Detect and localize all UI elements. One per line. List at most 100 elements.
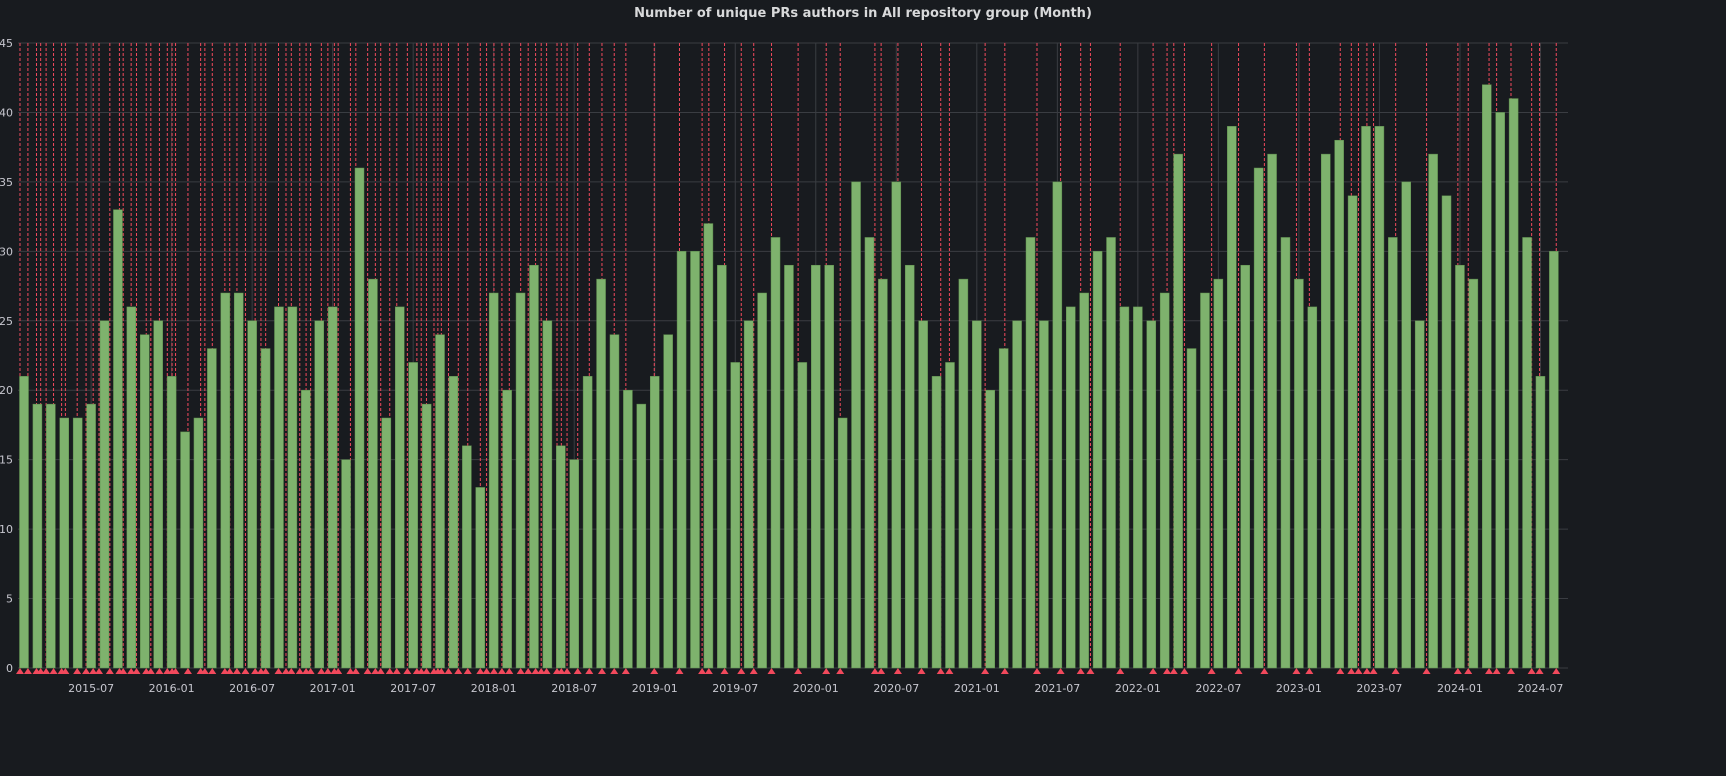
annotation-marker — [1116, 668, 1125, 674]
bar — [1347, 195, 1358, 669]
bar — [757, 292, 767, 669]
annotation-marker — [1032, 668, 1041, 674]
annotation-marker — [417, 668, 426, 674]
bar — [381, 417, 392, 669]
annotation-marker — [737, 668, 746, 674]
annotation-marker — [208, 668, 217, 674]
y-tick-label: 45 — [0, 37, 13, 50]
bar — [958, 278, 969, 669]
bar — [180, 431, 190, 669]
bar — [247, 320, 257, 669]
x-tick-label: 2017-07 — [390, 682, 436, 695]
annotation-marker — [1527, 668, 1536, 674]
bar — [1186, 348, 1197, 669]
bar — [301, 389, 311, 669]
annotation-marker — [363, 668, 372, 674]
annotation-marker — [241, 668, 250, 674]
bar — [515, 292, 526, 669]
bar — [368, 278, 378, 669]
annotation-marker — [505, 668, 514, 674]
bar — [717, 264, 727, 669]
x-tick-label: 2022-01 — [1115, 682, 1161, 695]
bar — [233, 292, 244, 669]
bar — [649, 376, 660, 669]
bar — [395, 306, 405, 669]
bar — [1012, 320, 1022, 669]
annotation-marker — [155, 668, 164, 674]
bar — [1441, 195, 1452, 669]
annotation-marker — [1207, 668, 1216, 674]
bar — [1133, 306, 1143, 669]
annotation-marker — [945, 668, 954, 674]
bar — [1414, 320, 1425, 669]
bar — [86, 403, 96, 669]
bar — [1146, 320, 1157, 669]
annotation-marker — [444, 668, 453, 674]
annotation-marker — [105, 668, 114, 674]
annotation-marker — [119, 668, 128, 674]
bar — [1482, 84, 1492, 669]
annotation-marker — [767, 668, 776, 674]
bar — [1240, 264, 1250, 669]
bar — [72, 417, 83, 669]
y-tick-label: 0 — [6, 662, 13, 675]
annotation-marker — [489, 668, 498, 674]
bar — [1253, 167, 1264, 669]
annotation-marker — [376, 668, 385, 674]
annotation-marker — [306, 668, 315, 674]
bar — [260, 348, 271, 669]
y-tick-label: 15 — [0, 454, 13, 467]
bar — [703, 223, 714, 669]
bar — [918, 320, 928, 669]
bar — [462, 445, 472, 669]
annotation-marker — [749, 668, 758, 674]
annotation-marker — [371, 668, 380, 674]
bar — [945, 362, 955, 669]
annotation-marker — [1347, 668, 1356, 674]
annotation-marker — [1354, 668, 1363, 674]
y-tick-label: 30 — [0, 245, 13, 258]
annotation-marker — [1169, 668, 1178, 674]
y-tick-label: 25 — [0, 315, 13, 328]
annotation-marker — [281, 668, 290, 674]
annotation-marker — [183, 668, 192, 674]
bar — [596, 278, 606, 669]
annotation-marker — [1163, 668, 1172, 674]
annotation-marker — [1453, 668, 1462, 674]
annotation-marker — [61, 668, 70, 674]
annotation-marker — [1464, 668, 1473, 674]
annotation-marker — [1305, 668, 1314, 674]
annotation-marker — [1391, 668, 1400, 674]
y-tick-label: 5 — [6, 593, 13, 606]
annotation-marker — [1552, 668, 1561, 674]
annotation-marker — [232, 668, 241, 674]
bar — [864, 237, 875, 669]
bar — [690, 251, 700, 669]
y-tick-label: 20 — [0, 384, 13, 397]
annotation-marker — [1336, 668, 1345, 674]
x-tick-label: 2016-07 — [229, 682, 275, 695]
bar — [1173, 153, 1183, 669]
bar — [1200, 292, 1210, 669]
bar — [1227, 126, 1237, 669]
bar — [851, 181, 861, 669]
annotation-marker — [200, 668, 209, 674]
bar — [140, 334, 150, 669]
bar — [891, 181, 902, 669]
bar — [542, 320, 553, 669]
annotation-marker — [573, 668, 582, 674]
bar — [1106, 237, 1116, 669]
annotation-marker — [704, 668, 713, 674]
annotation-marker — [49, 668, 58, 674]
bar — [1307, 306, 1318, 669]
bar — [274, 306, 284, 669]
bar — [636, 403, 647, 669]
bar — [676, 251, 687, 669]
bar — [663, 334, 673, 669]
x-tick-label: 2022-07 — [1195, 682, 1241, 695]
x-tick-label: 2023-01 — [1276, 682, 1322, 695]
x-tick-label: 2018-01 — [471, 682, 517, 695]
bar — [931, 376, 942, 669]
annotation-marker — [132, 668, 141, 674]
annotation-marker — [171, 668, 180, 674]
